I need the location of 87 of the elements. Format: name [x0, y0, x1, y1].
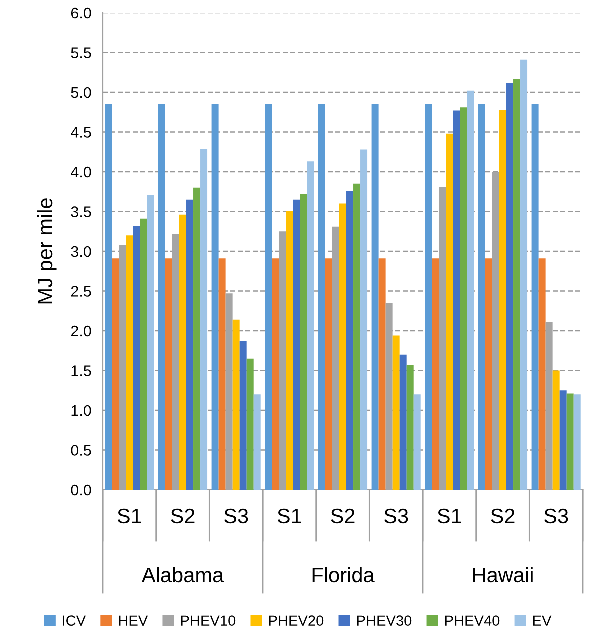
bar	[514, 78, 521, 490]
x-tick-label: S2	[491, 508, 515, 524]
bar	[140, 218, 148, 490]
bar	[307, 162, 314, 490]
bar	[286, 210, 294, 490]
bar	[265, 104, 272, 490]
legend-label: PHEV20	[269, 616, 324, 626]
bar	[194, 188, 201, 490]
bar	[232, 320, 240, 490]
y-tick-label: 3.0	[71, 246, 92, 258]
bar	[467, 90, 474, 490]
bar	[414, 394, 421, 490]
y-tick-label: 0.5	[71, 445, 92, 456]
bar	[372, 104, 379, 490]
bar	[460, 108, 468, 490]
bar	[506, 82, 514, 490]
bar	[200, 148, 208, 490]
bar	[126, 236, 134, 490]
x-tick-label: S1	[278, 508, 302, 524]
y-axis-title: MJ per mile	[37, 198, 57, 304]
y-tick-label: 1.0	[72, 405, 92, 416]
bar	[560, 390, 567, 490]
y-tick-label: 4.0	[71, 166, 92, 178]
x-tick-label: S1	[438, 508, 462, 524]
bar	[538, 258, 546, 490]
legend-label: PHEV10	[181, 616, 236, 626]
y-tick-label: 6.0	[71, 8, 92, 19]
bar	[520, 60, 528, 490]
bar	[485, 258, 492, 490]
bar	[378, 258, 386, 490]
legend-label: PHEV30	[357, 616, 412, 626]
y-tick-label: 2.0	[71, 326, 92, 337]
bar	[325, 258, 332, 490]
text: Alabama	[142, 567, 224, 583]
bar	[218, 258, 226, 490]
y-tick-label: 1.5	[72, 366, 92, 376]
y-tick-label: 5.5	[71, 48, 92, 58]
bar	[478, 104, 486, 490]
bar	[360, 150, 368, 490]
text: Hawaii	[473, 567, 533, 583]
bar	[566, 394, 574, 490]
bar	[406, 365, 414, 490]
bar	[499, 110, 507, 490]
y-tick-label: 0.0	[71, 484, 92, 496]
bar	[300, 194, 308, 490]
x-tick-label: S1	[118, 508, 142, 524]
legend-label: PHEV40	[445, 616, 500, 626]
bar	[339, 204, 347, 490]
bar	[318, 104, 326, 490]
legend-label: ICV	[63, 616, 86, 626]
bar	[240, 341, 247, 490]
legend-label: EV	[533, 616, 552, 626]
bar	[574, 394, 581, 490]
y-tick-label: 3.5	[71, 206, 92, 218]
bar	[147, 195, 154, 490]
bar	[346, 191, 354, 490]
x-tick-label: S3	[224, 508, 248, 524]
bar	[133, 226, 140, 490]
x-tick-label: S3	[544, 508, 568, 524]
bar	[254, 394, 261, 490]
y-tick-label: 4.5	[71, 127, 92, 138]
x-tick-label: S2	[331, 508, 355, 524]
bar	[179, 214, 187, 490]
bar	[392, 336, 400, 490]
x-tick-label: S2	[171, 508, 195, 524]
bar	[453, 110, 460, 490]
bar	[158, 104, 166, 490]
bar	[400, 354, 407, 490]
bar	[293, 200, 300, 490]
text: Florida	[312, 567, 375, 583]
y-tick-label: 5.0	[71, 87, 92, 98]
bar	[246, 358, 254, 490]
bar	[354, 184, 361, 490]
x-tick-label: S3	[384, 508, 408, 524]
bar	[105, 104, 112, 490]
y-tick-label: 2.5	[71, 286, 92, 297]
bar	[186, 200, 194, 490]
bar	[532, 104, 539, 490]
bar	[212, 104, 219, 490]
legend-label: HEV	[119, 616, 148, 626]
bar	[432, 258, 440, 490]
bar	[446, 134, 454, 490]
bar	[165, 258, 172, 490]
bar	[112, 258, 120, 490]
bar	[272, 258, 280, 490]
bar	[552, 370, 560, 490]
bar	[425, 104, 432, 490]
